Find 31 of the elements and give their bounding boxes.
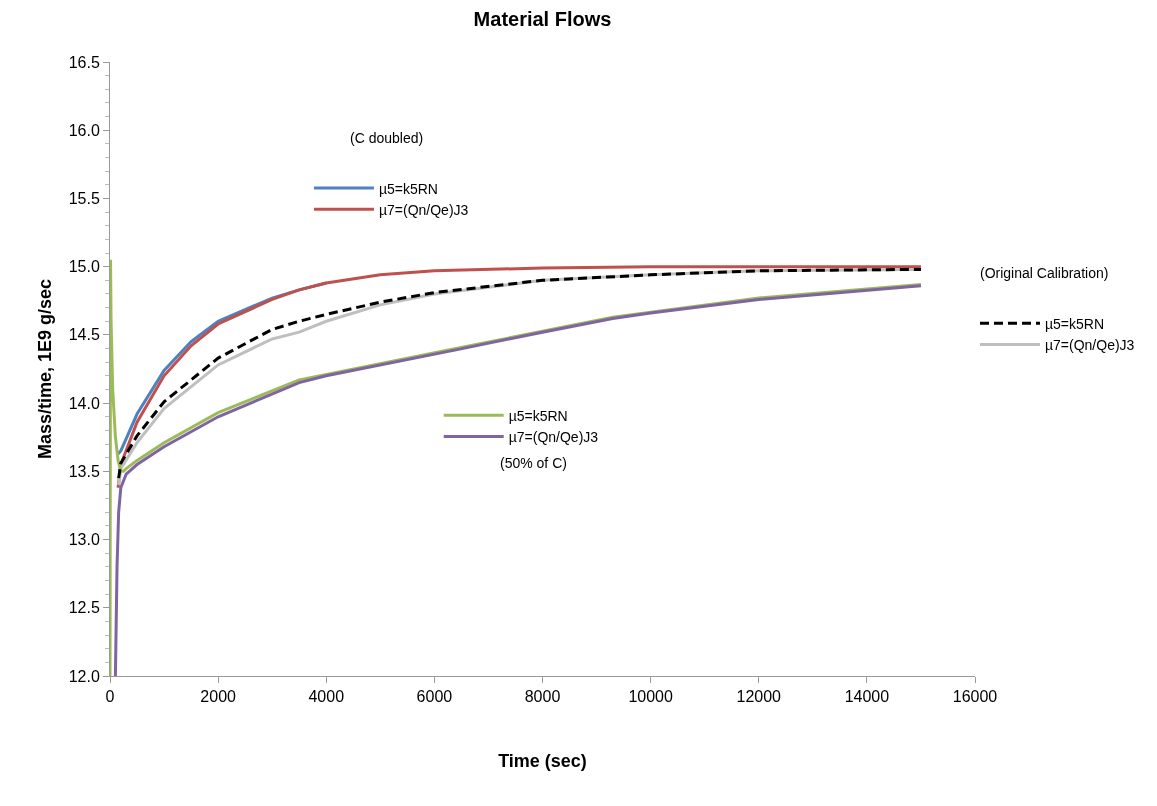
x-tick-label: 4000 (308, 688, 345, 706)
x-tick-label: 10000 (628, 688, 673, 706)
x-tick-label: 0 (105, 688, 115, 706)
x-axis-title: Time (sec) (498, 751, 587, 772)
x-tick-label: 6000 (416, 688, 453, 706)
legend-label: µ5=k5RN (1045, 315, 1105, 332)
text: (Original Calibration) (980, 265, 1109, 281)
annotation: (50% of C) (500, 455, 567, 471)
legend-label: µ7=(Qn/Qe)J3 (378, 201, 469, 218)
x-tick-label: 16000 (952, 688, 998, 706)
y-tick-label: 16.0 (68, 121, 100, 139)
legend-label: µ5=k5RN (378, 180, 438, 197)
x-tick-label: 14000 (844, 688, 890, 706)
y-tick-label: 15.5 (68, 190, 100, 208)
y-tick-label: 13.0 (68, 531, 100, 549)
y-tick-label: 13.5 (68, 462, 100, 480)
annotation: (C doubled) (350, 130, 424, 146)
y-tick-label: 14.0 (68, 394, 100, 412)
y-tick-label: 15.0 (68, 258, 100, 276)
x-tick-label: 8000 (524, 688, 561, 706)
y-axis-title: Mass/time, 1E9 g/sec (34, 278, 55, 460)
legend-label: µ5=k5RN (508, 407, 568, 424)
y-tick-label: 12.5 (68, 599, 100, 617)
legend-label: µ7=(Qn/Qe)J3 (1045, 336, 1135, 353)
legend-label: µ7=(Qn/Qe)J3 (508, 428, 599, 445)
x-tick-label: 12000 (736, 688, 782, 706)
x-tick-label: 2000 (200, 688, 237, 706)
y-tick-label: 16.5 (68, 53, 100, 71)
y-tick-label: 14.5 (68, 326, 100, 344)
chart-title: Material Flows (473, 8, 612, 31)
y-tick-label: 12.0 (68, 667, 100, 685)
